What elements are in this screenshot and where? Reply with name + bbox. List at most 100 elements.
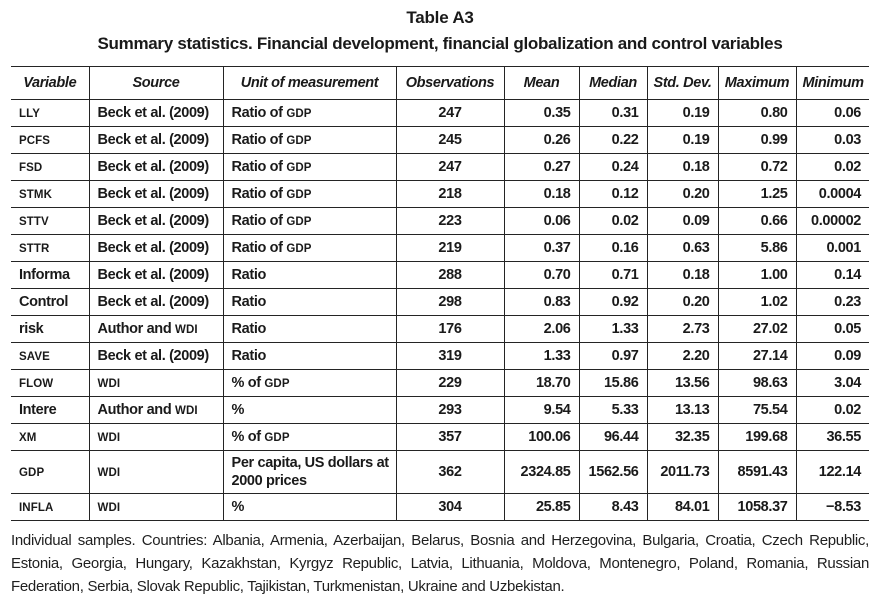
cell-median: 0.31	[578, 99, 648, 127]
smallcaps-text: FSD	[19, 161, 43, 174]
cell-mean: 0.26	[503, 126, 580, 154]
cell-median: 96.44	[578, 423, 648, 451]
cell-observations: 176	[395, 315, 505, 343]
cell-observations: 304	[395, 493, 505, 521]
cell-minimum: 0.23	[795, 288, 869, 316]
cell-observations: 288	[395, 261, 505, 289]
column-header-minimum: Minimum	[795, 66, 869, 100]
cell-mean: 9.54	[503, 396, 580, 424]
cell-maximum: 5.86	[717, 234, 797, 262]
smallcaps-text: GDP	[19, 466, 45, 479]
cell-observations: 219	[395, 234, 505, 262]
cell-mean: 100.06	[503, 423, 580, 451]
cell-source: Beck et al. (2009)	[88, 207, 224, 235]
cell-unit: Ratio of GDP	[222, 126, 397, 154]
cell-source: WDI	[88, 423, 224, 451]
cell-median: 0.22	[578, 126, 648, 154]
cell-unit: Ratio of GDP	[222, 234, 397, 262]
smallcaps-text: GDP	[286, 215, 312, 228]
cell-source: WDI	[88, 450, 224, 494]
cell-minimum: 0.001	[795, 234, 869, 262]
cell-median: 1.33	[578, 315, 648, 343]
header-row: Variable Source Unit of measurement Obse…	[11, 66, 869, 100]
cell-median: 0.24	[578, 153, 648, 181]
cell-maximum: 27.02	[717, 315, 797, 343]
cell-std-dev: 0.19	[646, 126, 719, 154]
cell-maximum: 98.63	[717, 369, 797, 397]
cell-median: 0.71	[578, 261, 648, 289]
cell-unit: Ratio of GDP	[222, 207, 397, 235]
cell-variable: FSD	[11, 153, 90, 181]
column-header-unit: Unit of measurement	[222, 66, 397, 100]
summary-table-body: LLY Beck et al. (2009) Ratio of GDP 247 0.35…	[11, 99, 869, 521]
column-header-std-dev: Std. Dev.	[646, 66, 719, 100]
cell-maximum: 0.72	[717, 153, 797, 181]
cell-maximum: 27.14	[717, 342, 797, 370]
cell-std-dev: 0.18	[646, 261, 719, 289]
cell-observations: 247	[395, 99, 505, 127]
smallcaps-text: GDP	[286, 161, 312, 174]
table-row: XM WDI % of GDP 357 100.06 96.44 32.35 199.68 36…	[11, 423, 869, 451]
column-header-variable: Variable	[11, 66, 90, 100]
smallcaps-text: GDP	[264, 431, 290, 444]
cell-source: WDI	[88, 369, 224, 397]
cell-minimum: 122.14	[795, 450, 869, 494]
cell-median: 0.02	[578, 207, 648, 235]
table-row: FLOW WDI % of GDP 229 18.70 15.86 13.56 98.63 3.…	[11, 369, 869, 397]
cell-median: 5.33	[578, 396, 648, 424]
cell-unit: %	[222, 493, 397, 521]
table-row: Informa Beck et al. (2009) Ratio 288 0.70 0.7…	[11, 261, 869, 289]
cell-minimum: 0.09	[795, 342, 869, 370]
cell-median: 0.16	[578, 234, 648, 262]
cell-variable: SAVE	[11, 342, 90, 370]
cell-source: Beck et al. (2009)	[88, 342, 224, 370]
table-row: risk Author and WDI Ratio 176 2.06 1.33 2.73 27…	[11, 315, 869, 343]
cell-maximum: 199.68	[717, 423, 797, 451]
cell-std-dev: 2.20	[646, 342, 719, 370]
smallcaps-text: STTR	[19, 242, 50, 255]
column-header-source: Source	[88, 66, 224, 100]
cell-maximum: 0.99	[717, 126, 797, 154]
cell-mean: 0.35	[503, 99, 580, 127]
cell-std-dev: 0.20	[646, 180, 719, 208]
smallcaps-text: WDI	[97, 377, 121, 390]
cell-source: Author and WDI	[88, 315, 224, 343]
cell-maximum: 75.54	[717, 396, 797, 424]
cell-std-dev: 13.56	[646, 369, 719, 397]
smallcaps-text: INFLA	[19, 501, 54, 514]
cell-observations: 293	[395, 396, 505, 424]
cell-std-dev: 2011.73	[646, 450, 719, 494]
cell-mean: 0.83	[503, 288, 580, 316]
cell-minimum: 0.06	[795, 99, 869, 127]
smallcaps-text: GDP	[286, 242, 312, 255]
smallcaps-text: WDI	[97, 501, 121, 514]
smallcaps-text: GDP	[286, 134, 312, 147]
cell-unit: Per capita, US dollars at 2000 prices	[222, 450, 397, 494]
cell-std-dev: 13.13	[646, 396, 719, 424]
cell-unit: % of GDP	[222, 369, 397, 397]
cell-unit: %	[222, 396, 397, 424]
cell-std-dev: 32.35	[646, 423, 719, 451]
cell-minimum: 36.55	[795, 423, 869, 451]
cell-unit: Ratio	[222, 342, 397, 370]
table-title: Table A3	[406, 8, 474, 27]
cell-unit: Ratio	[222, 315, 397, 343]
cell-mean: 0.18	[503, 180, 580, 208]
cell-median: 0.92	[578, 288, 648, 316]
cell-source: Beck et al. (2009)	[88, 234, 224, 262]
cell-std-dev: 0.20	[646, 288, 719, 316]
table-row: SAVE Beck et al. (2009) Ratio 319 1.33 0.97 2.…	[11, 342, 869, 370]
cell-observations: 229	[395, 369, 505, 397]
cell-unit: Ratio of GDP	[222, 153, 397, 181]
cell-source: Beck et al. (2009)	[88, 99, 224, 127]
smallcaps-text: WDI	[97, 466, 121, 479]
cell-mean: 0.37	[503, 234, 580, 262]
cell-variable: risk	[11, 315, 90, 343]
table-row: Intere Author and WDI% 293 9.54 5.33 13.13 75.…	[11, 396, 869, 424]
cell-maximum: 1058.37	[717, 493, 797, 521]
cell-variable: STTR	[11, 234, 90, 262]
cell-variable: XM	[11, 423, 90, 451]
smallcaps-text: STMK	[19, 188, 52, 201]
cell-maximum: 1.00	[717, 261, 797, 289]
